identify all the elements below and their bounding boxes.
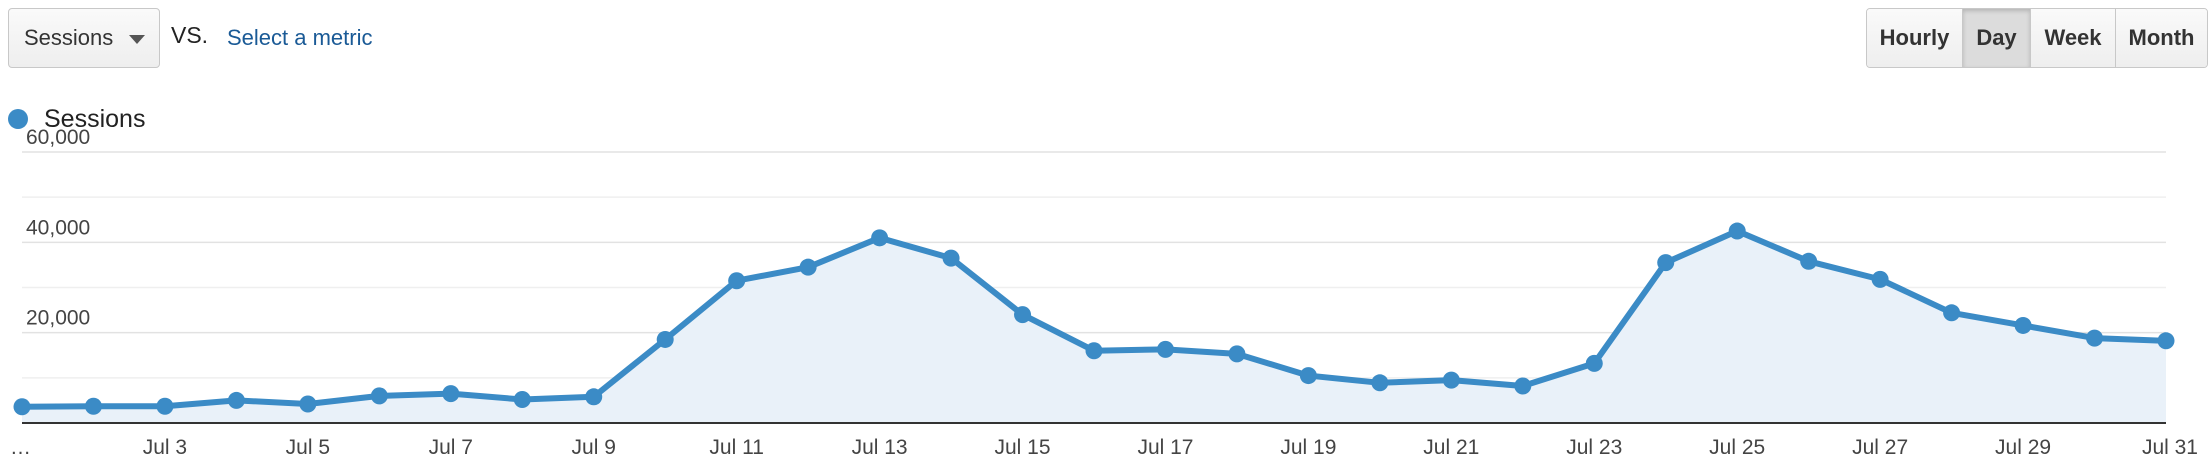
x-tick-label: Jul 19 (1280, 436, 1336, 459)
x-tick-label: Jul 27 (1852, 436, 1908, 459)
data-point (299, 395, 317, 413)
metric-dropdown-value: Sessions (24, 25, 114, 50)
data-point (1442, 371, 1460, 389)
data-point (1728, 222, 1746, 240)
vs-label: VS. (171, 22, 209, 48)
data-point (2014, 316, 2032, 334)
data-point (13, 398, 31, 416)
data-point (370, 387, 388, 405)
data-point (942, 249, 960, 267)
granularity-toggle-group: Hourly Day Week Month (1866, 8, 2208, 68)
data-point (728, 272, 746, 290)
data-point (1299, 367, 1317, 385)
chart-legend: Sessions (8, 104, 145, 134)
day-button[interactable]: Day (1962, 9, 2030, 67)
data-point (1514, 377, 1532, 395)
x-tick-label: Jul 17 (1137, 436, 1193, 459)
x-tick-label: Jul 11 (709, 436, 763, 459)
month-button[interactable]: Month (2115, 9, 2207, 67)
data-point (1014, 306, 1032, 324)
data-point (1585, 354, 1603, 372)
data-point (585, 388, 603, 406)
x-tick-label: Jul 9 (572, 436, 616, 459)
data-point (84, 397, 102, 415)
x-tick-label: Jul 29 (1995, 436, 2051, 459)
x-tick-label: Jul 31 (2142, 436, 2198, 459)
data-point (513, 391, 531, 409)
series-area-fill (22, 231, 2166, 423)
data-point (227, 391, 245, 409)
data-point (871, 229, 889, 247)
x-tick-label: Jul 21 (1423, 436, 1479, 459)
legend-label-sessions: Sessions (44, 104, 146, 133)
x-tick-label: Jul 3 (143, 436, 187, 459)
x-tick-label: Jul 15 (995, 436, 1051, 459)
chart-toolbar: Sessions VS. Select a metric Hourly Day … (0, 0, 2212, 80)
x-tick-label: Jul 13 (852, 436, 908, 459)
data-point (1156, 340, 1174, 358)
y-tick-label: 20,000 (26, 307, 90, 330)
data-point (2086, 329, 2104, 347)
x-tick-label: … (10, 436, 31, 459)
data-point (1228, 345, 1246, 363)
hourly-button[interactable]: Hourly (1867, 9, 1962, 67)
data-point (2157, 332, 2175, 350)
select-metric-link[interactable]: Select a metric (227, 25, 373, 50)
chevron-down-icon (129, 35, 145, 44)
data-point (656, 330, 674, 348)
week-button[interactable]: Week (2030, 9, 2115, 67)
data-point (1371, 374, 1389, 392)
data-point (1800, 252, 1818, 270)
y-tick-label: 60,000 (26, 126, 90, 149)
data-point (1871, 270, 1889, 288)
data-point (1657, 254, 1675, 272)
x-tick-label: Jul 23 (1566, 436, 1622, 459)
x-tick-label: Jul 25 (1709, 436, 1765, 459)
data-point (1943, 304, 1961, 322)
y-tick-label: 40,000 (26, 216, 90, 239)
data-point (156, 397, 174, 415)
legend-swatch (8, 109, 28, 129)
data-point (442, 385, 460, 403)
x-tick-label: Jul 5 (286, 436, 330, 459)
data-point (799, 258, 817, 276)
metric-dropdown[interactable]: Sessions (8, 8, 160, 68)
x-tick-label: Jul 7 (429, 436, 473, 459)
data-point (1085, 342, 1103, 360)
